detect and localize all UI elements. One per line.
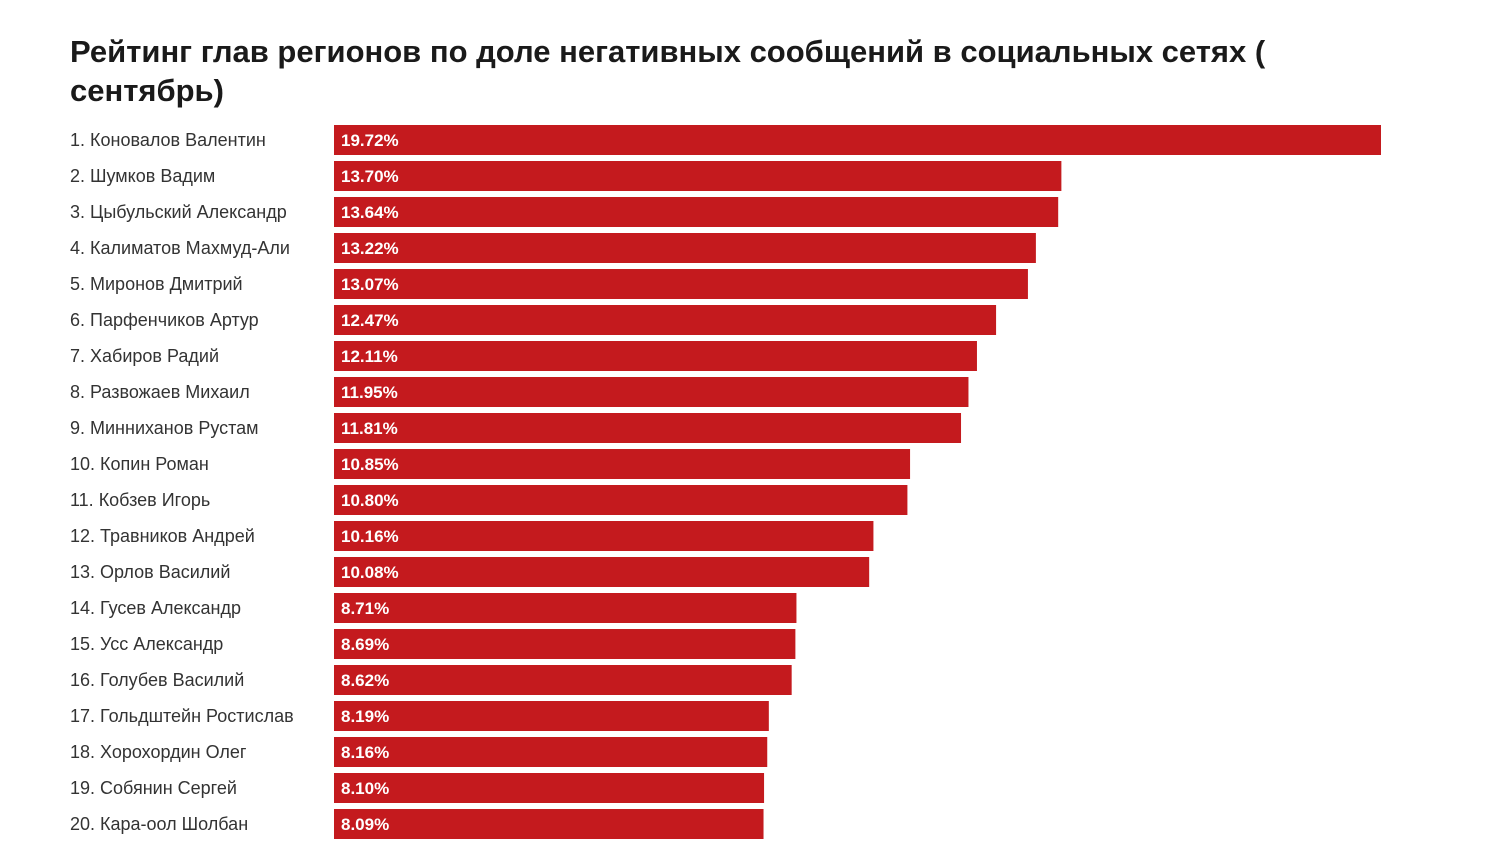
bar-value-label: 12.11%: [341, 347, 398, 366]
row-label: 6. Парфенчиков Артур: [70, 310, 259, 330]
row-label: 17. Гольдштейн Ростислав: [70, 706, 294, 726]
bar-value-label: 13.64%: [341, 203, 399, 222]
bar-value-label: 11.95%: [341, 383, 398, 402]
bar: [334, 665, 792, 695]
bar: [334, 413, 962, 443]
bar-value-label: 8.09%: [341, 815, 389, 834]
bar: [334, 521, 874, 551]
row-label: 2. Шумков Вадим: [70, 166, 215, 186]
bar: [334, 197, 1059, 227]
bar-value-label: 10.08%: [341, 563, 399, 582]
bar-value-label: 11.81%: [341, 419, 398, 438]
row-label: 3. Цыбульский Александр: [70, 202, 287, 222]
bar: [334, 737, 768, 767]
bar: [334, 377, 969, 407]
row-label: 14. Гусев Александр: [70, 598, 241, 618]
bar-value-label: 8.19%: [341, 707, 389, 726]
bar: [334, 485, 908, 515]
row-label: 8. Развожаев Михаил: [70, 382, 250, 402]
bar: [334, 269, 1028, 299]
row-label: 13. Орлов Василий: [70, 562, 230, 582]
bar: [334, 449, 911, 479]
row-label: 10. Копин Роман: [70, 454, 209, 474]
bar: [334, 701, 769, 731]
row-label: 4. Калиматов Махмуд-Али: [70, 238, 290, 258]
bar-value-label: 10.85%: [341, 455, 399, 474]
row-label: 20. Кара-оол Шолбан: [70, 814, 248, 834]
chart-title: Рейтинг глав регионов по доле негативных…: [70, 34, 1266, 108]
bar-value-label: 8.10%: [341, 779, 389, 798]
row-label: 15. Усс Александр: [70, 634, 223, 654]
bar-value-label: 10.16%: [341, 527, 399, 546]
bar-value-label: 12.47%: [341, 311, 399, 330]
row-label: 16. Голубев Василий: [70, 670, 244, 690]
row-label: 5. Миронов Дмитрий: [70, 274, 243, 294]
row-label: 12. Травников Андрей: [70, 526, 255, 546]
row-label: 11. Кобзев Игорь: [70, 490, 210, 510]
bar: [334, 305, 997, 335]
bar: [334, 233, 1036, 263]
bar: [334, 557, 870, 587]
bar-value-label: 13.07%: [341, 275, 399, 294]
bar: [334, 629, 796, 659]
bar: [334, 593, 797, 623]
bar: [334, 773, 765, 803]
bar-value-label: 8.16%: [341, 743, 389, 762]
bar-value-label: 13.22%: [341, 239, 399, 258]
bar: [334, 125, 1381, 155]
bar-value-label: 13.70%: [341, 167, 399, 186]
bar: [334, 809, 764, 839]
bar: [334, 341, 977, 371]
bar-value-label: 19.72%: [341, 131, 399, 150]
row-label: 19. Собянин Сергей: [70, 778, 237, 798]
bar-value-label: 8.71%: [341, 599, 389, 618]
row-label: 18. Хорохордин Олег: [70, 742, 247, 762]
bar-value-label: 8.62%: [341, 671, 389, 690]
bar-value-label: 8.69%: [341, 635, 389, 654]
bar-value-label: 10.80%: [341, 491, 399, 510]
bar: [334, 161, 1062, 191]
row-label: 7. Хабиров Радий: [70, 346, 219, 366]
row-label: 9. Минниханов Рустам: [70, 418, 259, 438]
bars-layer: 1. Коновалов Валентин 19.72% 2. Шумков Вад…: [70, 125, 1381, 839]
row-label: 1. Коновалов Валентин: [70, 130, 266, 150]
